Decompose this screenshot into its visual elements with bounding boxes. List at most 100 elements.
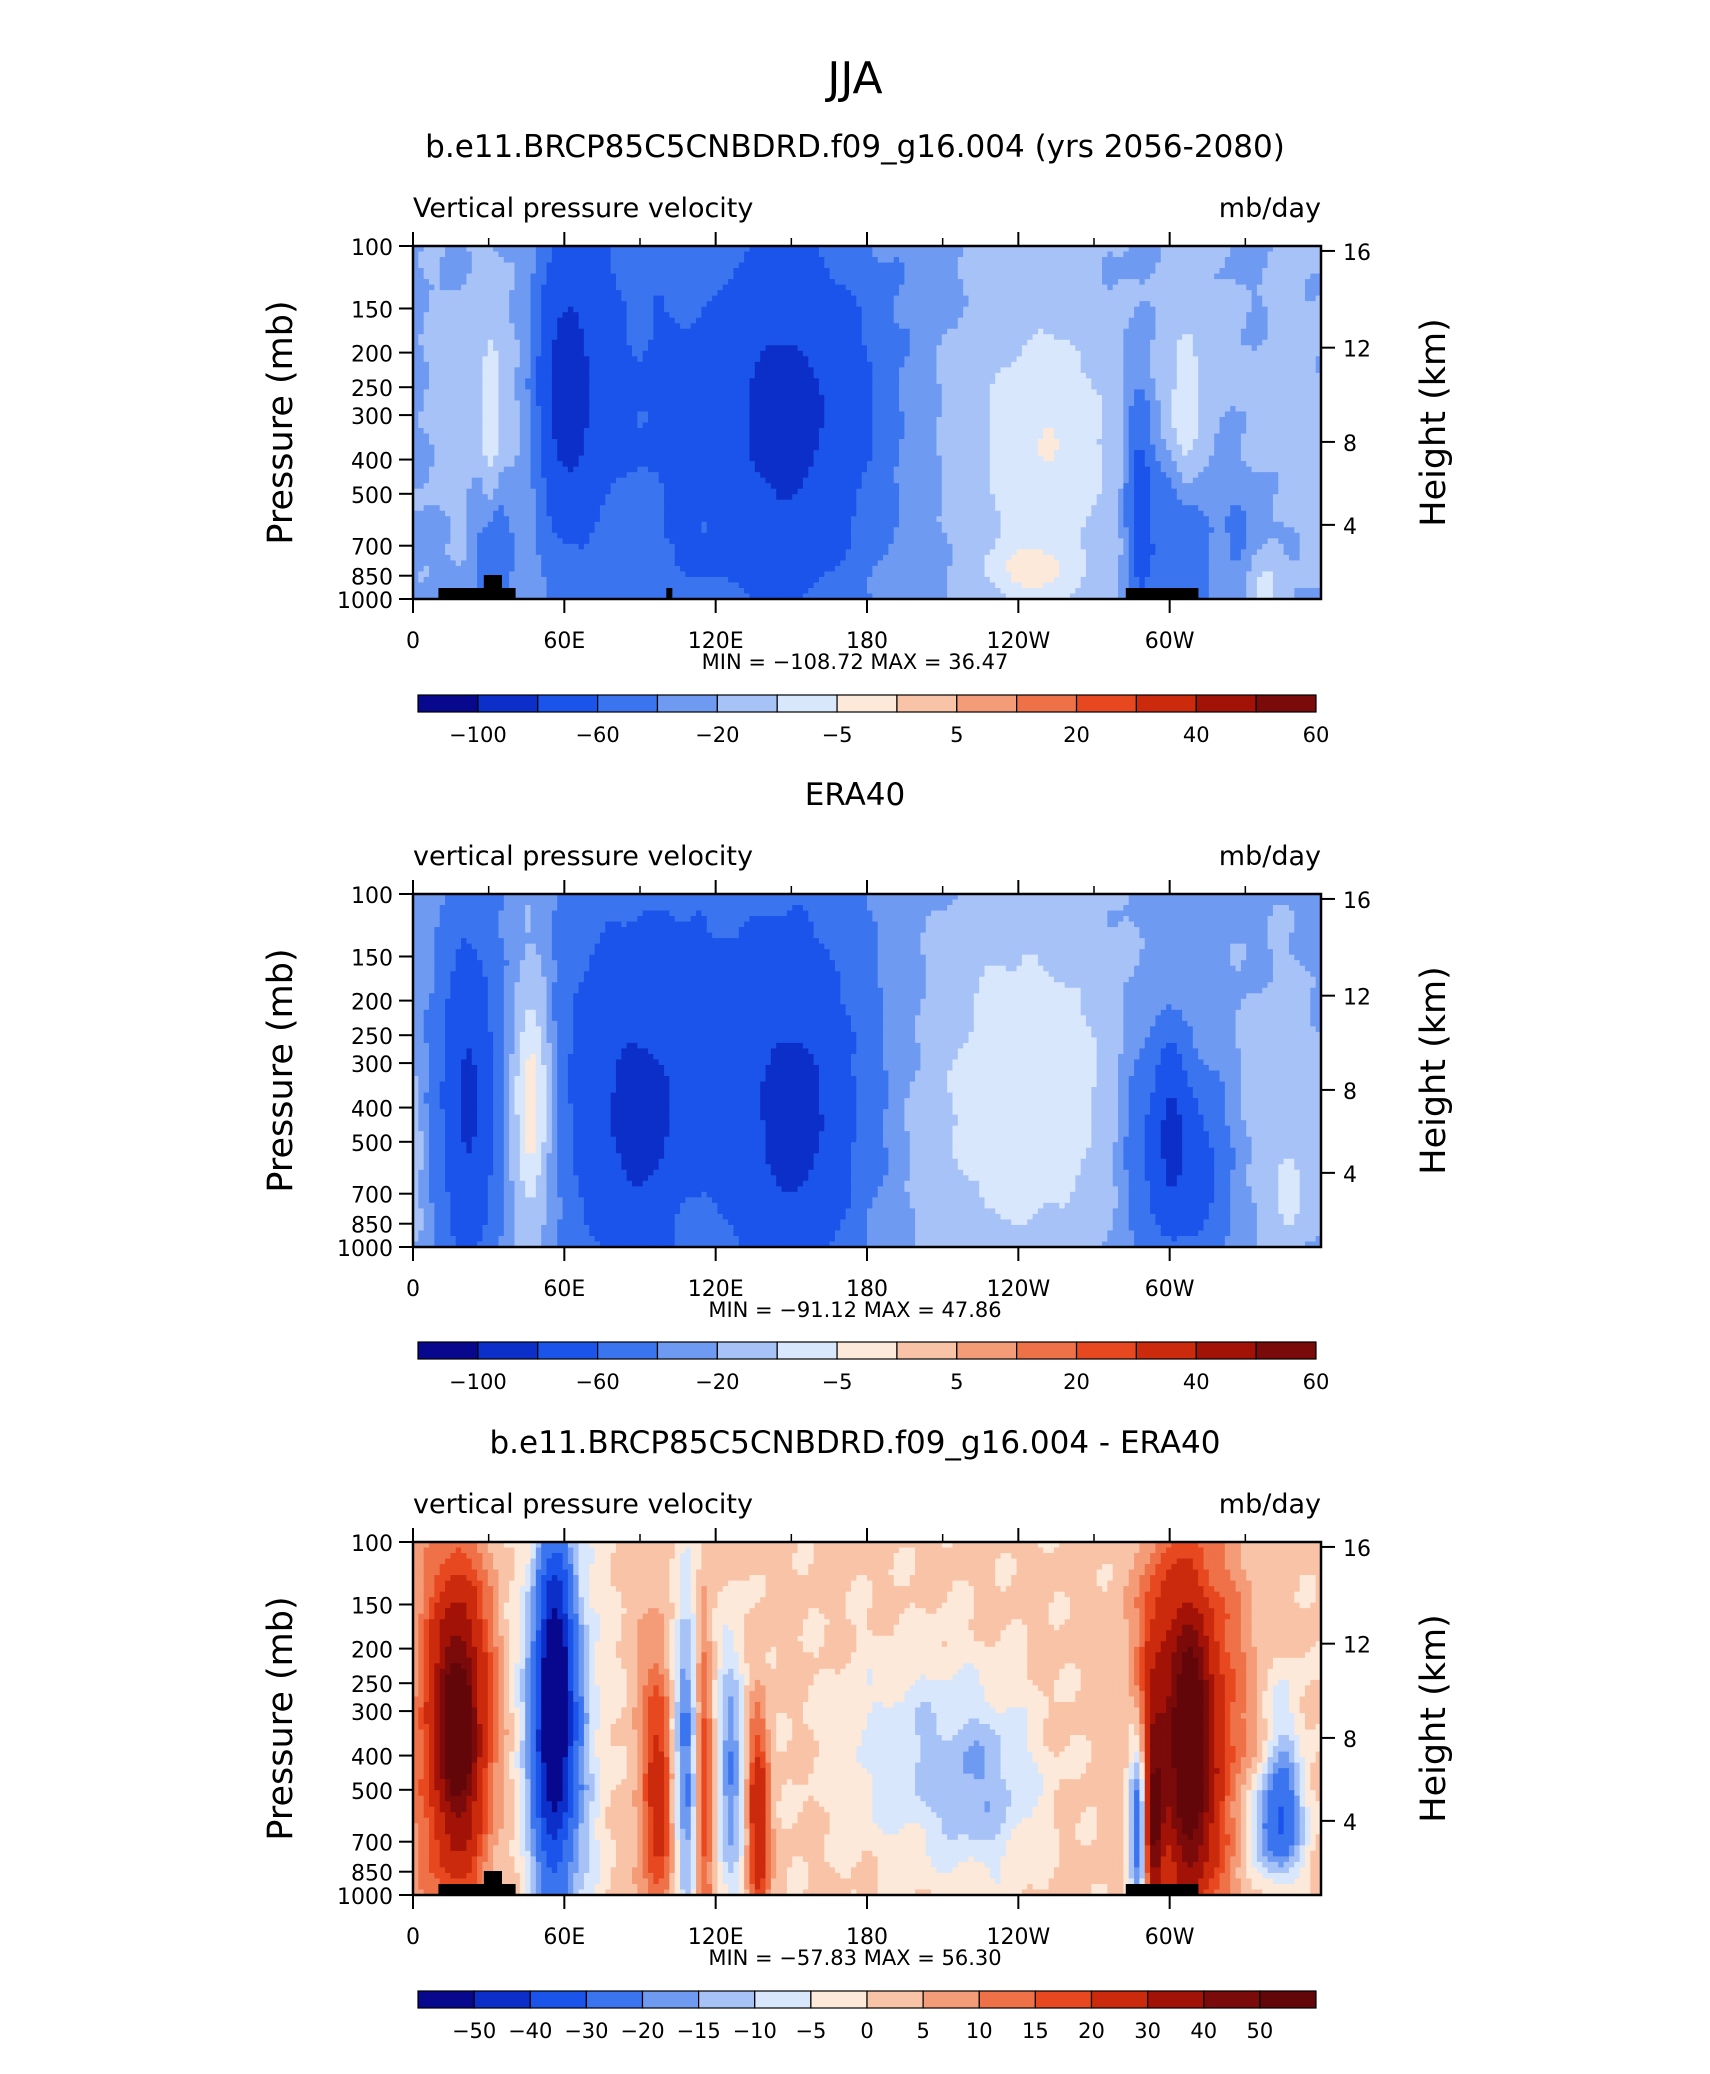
- panel-title: b.e11.BRCP85C5CNBDRD.f09_g16.004 (yrs 20…: [425, 129, 1285, 165]
- x-tick-label: 120W: [986, 629, 1050, 654]
- colorbar-swatch: [896, 1341, 958, 1360]
- topography: [438, 1871, 1199, 1895]
- colorbar-swatch: [417, 1990, 475, 2009]
- x-tick-label: 120W: [986, 1277, 1050, 1302]
- y-tick-label: 1000: [337, 589, 393, 614]
- y-tick-label: 200: [351, 1639, 393, 1664]
- x-tick-label: 60E: [543, 629, 585, 654]
- colorbar-swatch: [596, 694, 659, 713]
- colorbar-label: 20: [1063, 723, 1090, 747]
- colorbar-label: 15: [1022, 2019, 1049, 2043]
- colorbar-label: 30: [1134, 2019, 1161, 2043]
- x-tick-label: 60W: [1145, 1925, 1195, 1950]
- x-tick-label: 120E: [688, 1277, 744, 1302]
- colorbar-swatch: [1195, 1341, 1257, 1360]
- y-tick-label: 1000: [337, 1885, 393, 1910]
- y-right-tick-label: 16: [1343, 1537, 1371, 1562]
- heatmap-field: [413, 1542, 1321, 1895]
- x-tick-label: 0: [406, 1925, 420, 1950]
- colorbar-swatch: [776, 694, 838, 713]
- colorbar-swatch: [1195, 694, 1257, 713]
- colorbar-swatch: [537, 1341, 599, 1360]
- colorbar-swatch: [537, 694, 599, 713]
- colorbar-label: 40: [1183, 723, 1210, 747]
- colorbar-swatch: [866, 1990, 924, 2009]
- colorbar-label: −20: [695, 1370, 739, 1394]
- y-axis-title: Pressure (mb): [261, 948, 301, 1192]
- colorbar-label: 5: [950, 1370, 963, 1394]
- y-tick-label: 850: [351, 1862, 393, 1887]
- y-right-tick-label: 8: [1343, 1080, 1357, 1105]
- colorbar-swatch: [1135, 1341, 1197, 1360]
- colorbar: −100 −60 −20 −5 5 20 40 60: [417, 1341, 1329, 1394]
- y-tick-label: 100: [351, 884, 393, 909]
- colorbar-swatch: [836, 694, 898, 713]
- panel-title: b.e11.BRCP85C5CNBDRD.f09_g16.004 - ERA40: [490, 1425, 1221, 1461]
- colorbar-swatch: [477, 1341, 539, 1360]
- y-tick-label: 850: [351, 1214, 393, 1239]
- chart-panel-3: b.e11.BRCP85C5CNBDRD.f09_g16.004 - ERA40…: [261, 1425, 1454, 2043]
- y-axis-title: Pressure (mb): [261, 1596, 301, 1840]
- x-tick-label: 60E: [543, 1925, 585, 1950]
- colorbar-label: 0: [860, 2019, 873, 2043]
- colorbar-swatch: [1090, 1990, 1149, 2009]
- colorbar-swatch: [836, 1341, 898, 1360]
- y-tick-label: 500: [351, 484, 393, 509]
- colorbar-swatch: [716, 1341, 778, 1360]
- colorbar-swatch: [716, 694, 778, 713]
- colorbar-swatch: [473, 1990, 531, 2009]
- y-tick-label: 700: [351, 1832, 393, 1857]
- colorbar-label: 50: [1247, 2019, 1274, 2043]
- colorbar-swatch: [529, 1990, 587, 2009]
- heatmap-field: [413, 246, 1321, 599]
- colorbar-swatch: [656, 1341, 718, 1360]
- x-tick-label: 60W: [1145, 1277, 1195, 1302]
- x-tick-label: 120W: [986, 1925, 1050, 1950]
- colorbar-swatch: [1135, 694, 1197, 713]
- topography-block: [666, 588, 673, 599]
- units-label: mb/day: [1219, 1489, 1321, 1520]
- topography-block: [1125, 588, 1199, 599]
- x-tick-label: 180: [846, 1277, 888, 1302]
- y-right-tick-label: 12: [1343, 338, 1371, 363]
- colorbar-swatch: [698, 1990, 756, 2009]
- colorbar: −50 −40 −30 −20 −15 −10 −5 0 5 10 15 20 30 40 50: [417, 1990, 1317, 2043]
- y-tick-label: 150: [351, 298, 393, 323]
- colorbar-swatch: [896, 694, 958, 713]
- y-axis-title-right: Height (km): [1414, 1614, 1454, 1823]
- variable-label: vertical pressure velocity: [413, 1489, 753, 1520]
- y-right-tick-label: 4: [1343, 1163, 1357, 1188]
- y-right-tick-label: 4: [1343, 1811, 1357, 1836]
- variable-label: Vertical pressure velocity: [413, 193, 753, 224]
- heatmap-field: [413, 894, 1321, 1247]
- x-tick-label: 180: [846, 629, 888, 654]
- colorbar-label: −5: [822, 723, 853, 747]
- colorbar-swatch: [1016, 694, 1078, 713]
- chart-panel-1: b.e11.BRCP85C5CNBDRD.f09_g16.004 (yrs 20…: [261, 129, 1454, 747]
- y-tick-label: 700: [351, 1184, 393, 1209]
- x-tick-label: 60E: [543, 1277, 585, 1302]
- colorbar-swatch: [1255, 694, 1317, 713]
- colorbar-label: 5: [916, 2019, 929, 2043]
- colorbar-label: −10: [733, 2019, 777, 2043]
- colorbar-label: 20: [1078, 2019, 1105, 2043]
- chart-panel-2: ERA40 vertical pressure velocity mb/day 100…: [261, 777, 1454, 1394]
- colorbar-label: 20: [1063, 1370, 1090, 1394]
- colorbar-swatch: [776, 1341, 838, 1360]
- units-label: mb/day: [1219, 841, 1321, 872]
- min-max-stats: MIN = −108.72 MAX = 36.47: [702, 650, 1009, 674]
- y-tick-label: 300: [351, 405, 393, 430]
- x-tick-label: 120E: [688, 1925, 744, 1950]
- colorbar-label: −60: [575, 1370, 619, 1394]
- topography-block: [1125, 1884, 1199, 1895]
- colorbar-label: 5: [950, 723, 963, 747]
- y-right-tick-label: 16: [1343, 241, 1371, 266]
- colorbar-label: −100: [449, 1370, 507, 1394]
- colorbar-label: −20: [695, 723, 739, 747]
- topography-block: [483, 575, 502, 599]
- colorbar-swatch: [596, 1341, 659, 1360]
- colorbar-label: −15: [676, 2019, 720, 2043]
- y-tick-label: 250: [351, 1673, 393, 1698]
- colorbar-label: 10: [966, 2019, 993, 2043]
- colorbar-swatch: [641, 1990, 700, 2009]
